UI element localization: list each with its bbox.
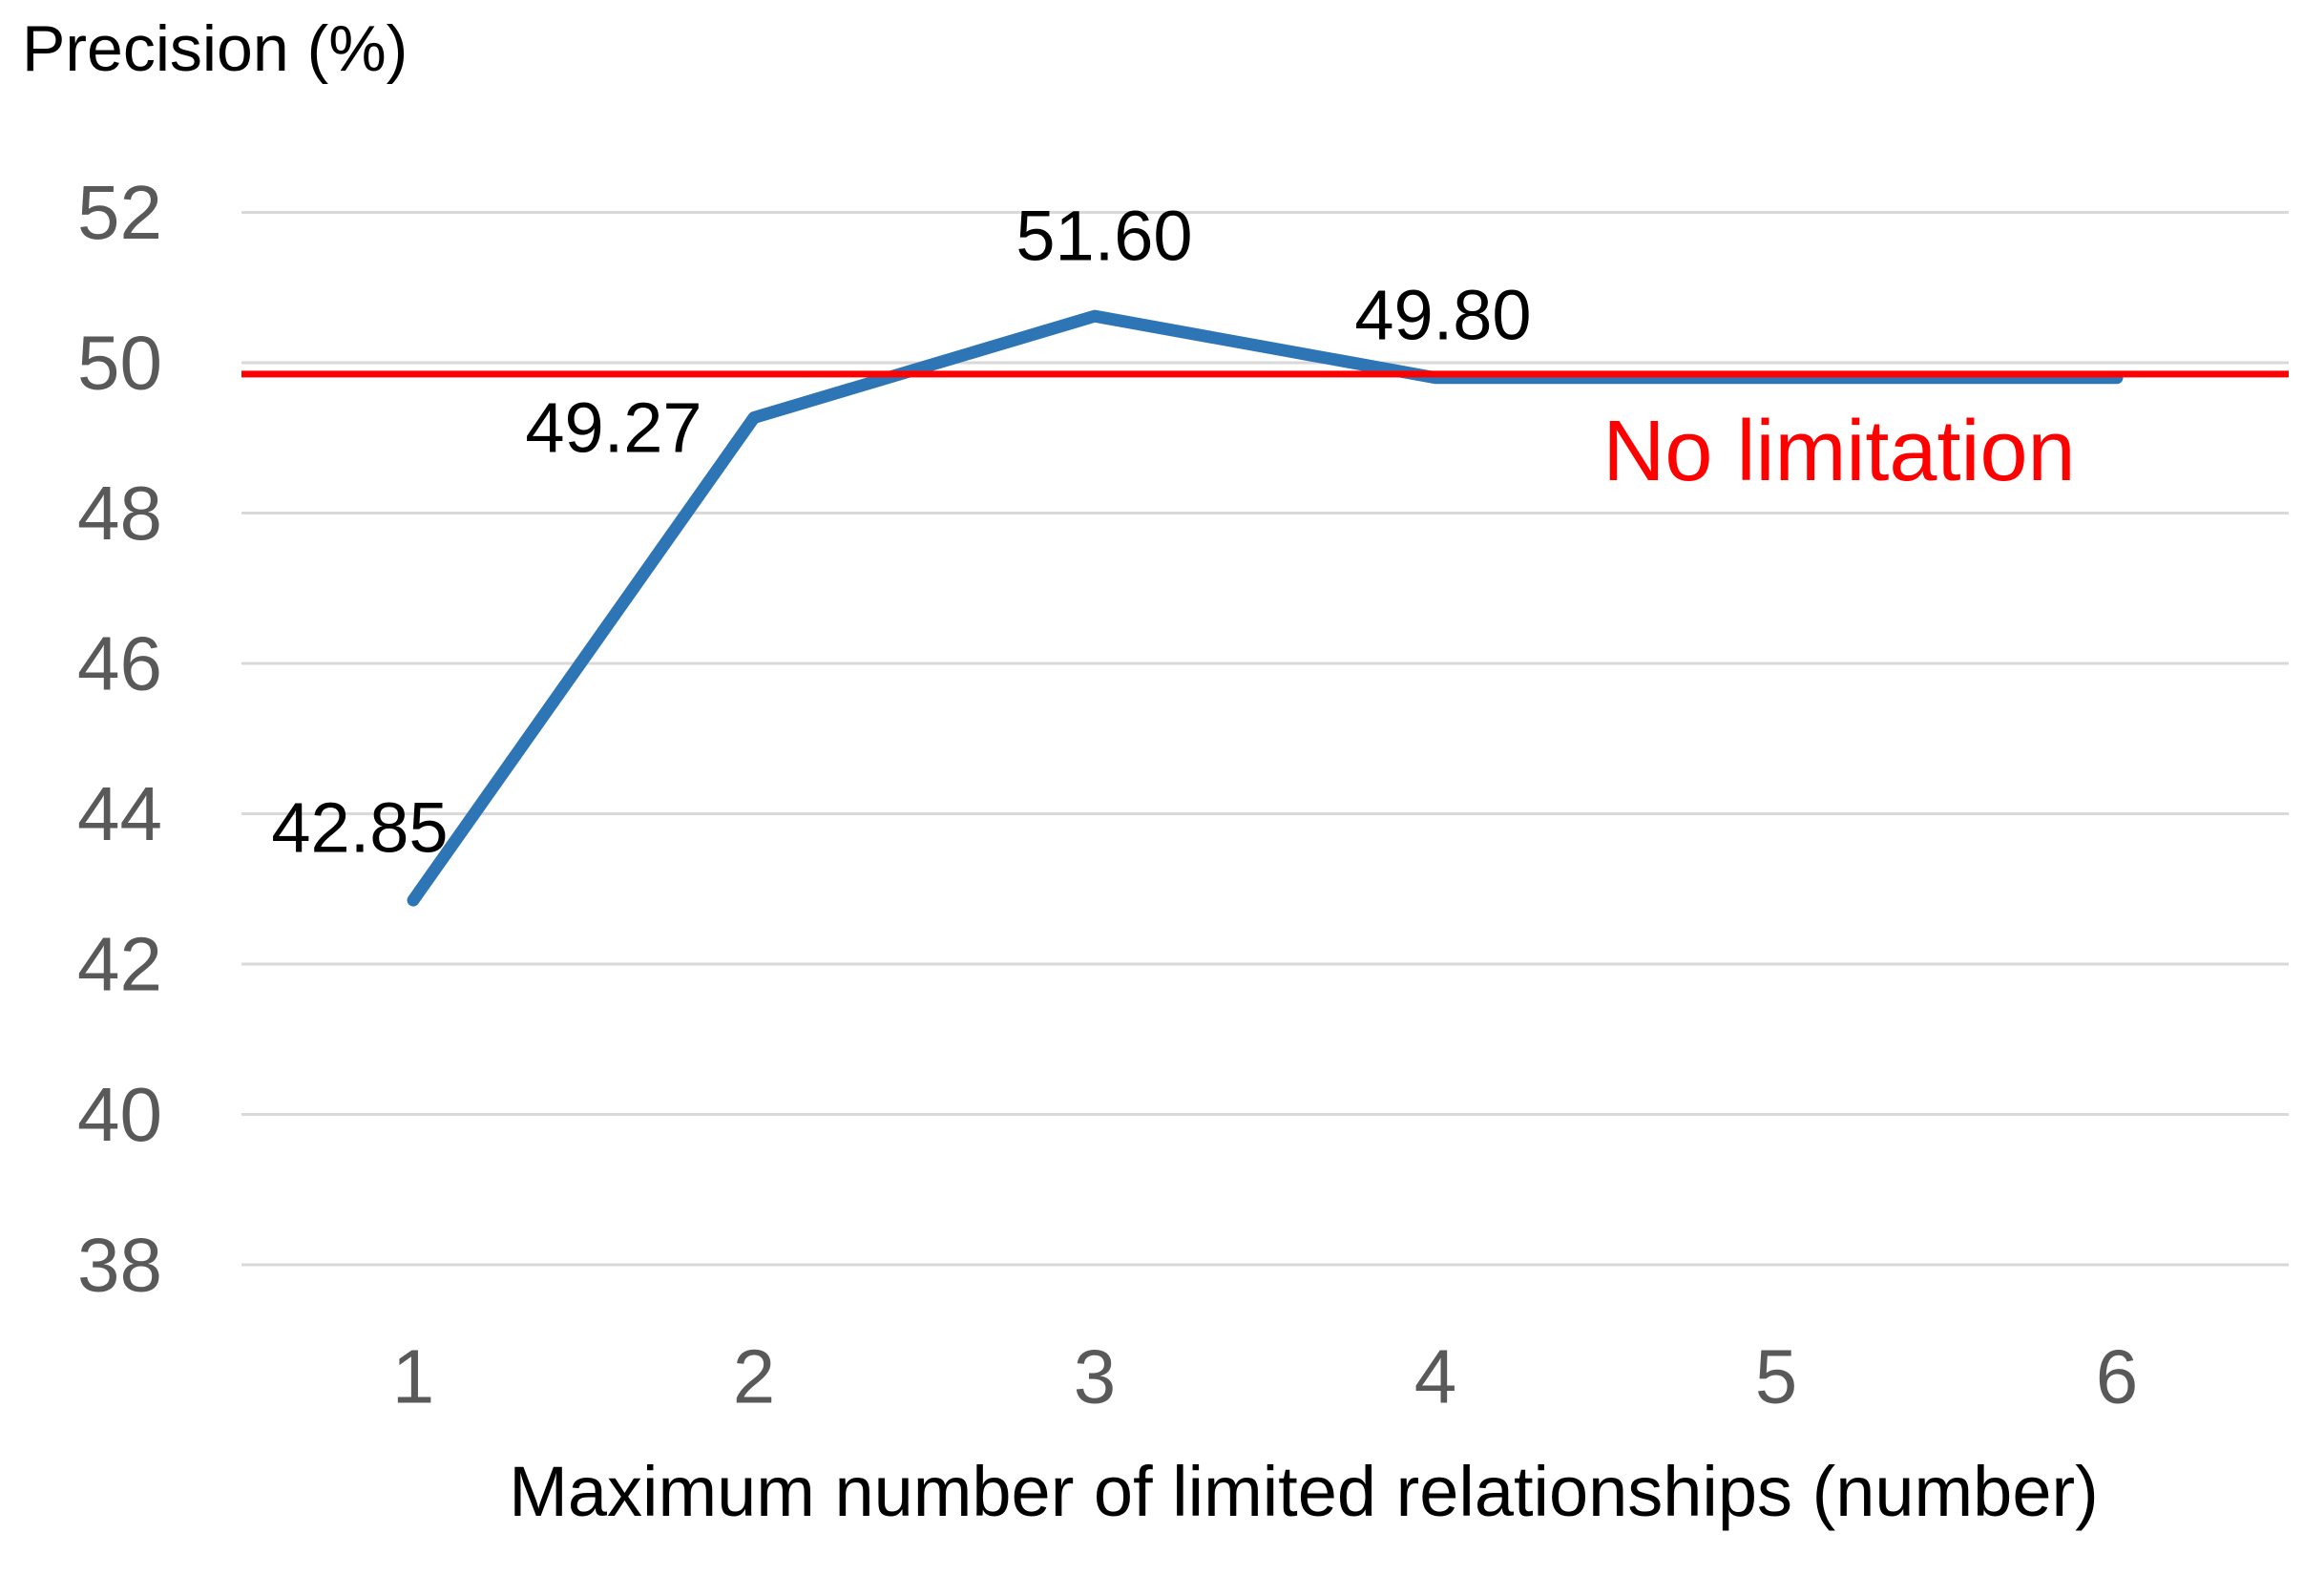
data-label-point-2: 49.27 [525,388,701,468]
x-axis-title: Maximum number of limited relationships … [509,1452,2099,1531]
x-tick-label-2: 2 [733,1334,776,1419]
no-limitation-label: No limitation [1602,404,2075,499]
y-tick-label-44: 44 [77,771,162,856]
y-tick-label-48: 48 [77,471,162,556]
x-tick-label-5: 5 [1755,1334,1798,1419]
x-tick-label-4: 4 [1414,1334,1457,1419]
plot-area: 52 50 48 46 44 42 40 38 1 2 3 4 5 6 42.85 49.27 51.60 49.… [77,170,2289,1419]
y-tick-label-38: 38 [77,1223,162,1308]
data-label-point-3: 51.60 [1015,197,1192,276]
y-tick-label-50: 50 [77,321,162,406]
y-tick-label-42: 42 [77,922,162,1007]
x-tick-label-3: 3 [1074,1334,1117,1419]
x-tick-label-6: 6 [2096,1334,2139,1419]
y-tick-label-46: 46 [77,621,162,706]
y-tick-label-40: 40 [77,1072,162,1157]
chart-title: Precision (%) [22,12,408,85]
data-label-point-4: 49.80 [1354,276,1531,355]
data-label-point-1: 42.85 [271,788,448,868]
precision-series-line [407,309,2124,907]
x-tick-label-1: 1 [392,1334,435,1419]
y-tick-label-52: 52 [77,170,162,255]
